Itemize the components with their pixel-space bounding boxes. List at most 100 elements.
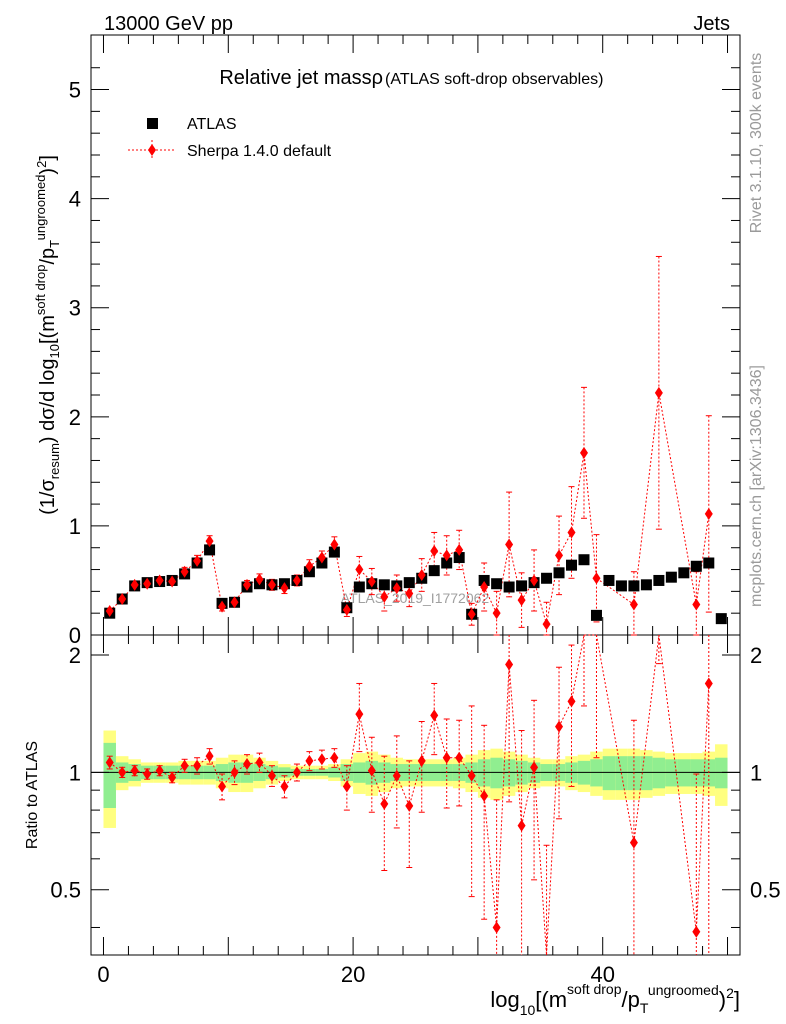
- legend-sherpa-marker: [148, 144, 156, 156]
- sherpa-ratio-point: [692, 925, 701, 938]
- sherpa-ratio-point: [455, 751, 464, 764]
- atlas-data-point: [453, 552, 465, 564]
- sherpa-ratio-point: [305, 754, 314, 767]
- ratio-band-inner: [652, 757, 666, 789]
- ratio-data-series: [105, 634, 713, 956]
- atlas-data-point: [590, 609, 602, 621]
- ratio-y-tick-label-left: 2: [69, 643, 81, 668]
- sherpa-ratio-point: [480, 789, 489, 802]
- sherpa-ratio-point: [467, 769, 476, 782]
- sherpa-ratio-point: [180, 759, 189, 772]
- atlas-data-point: [541, 572, 553, 584]
- main-y-tick-label: 2: [69, 405, 81, 430]
- sherpa-main-point: [267, 578, 276, 591]
- atlas-data-point: [353, 581, 365, 593]
- chart-title: Relative jet massρ: [219, 67, 383, 89]
- site-reference-label: mcplots.cern.ch [arXiv:1306.3436]: [748, 365, 765, 607]
- atlas-data-point: [690, 560, 702, 572]
- ratio-band-inner: [490, 757, 503, 789]
- ratio-band-inner: [690, 759, 703, 787]
- sherpa-ratio-point: [567, 695, 576, 708]
- sherpa-main-point: [592, 572, 601, 585]
- sherpa-ratio-point: [168, 771, 177, 784]
- ratio-uncertainty-bands: [91, 730, 740, 828]
- main-y-tick-label: 3: [69, 296, 81, 321]
- atlas-data-point: [328, 546, 340, 558]
- x-tick-label: 20: [341, 962, 365, 987]
- main-y-tick-label: 5: [69, 78, 81, 103]
- sherpa-ratio-point: [629, 836, 638, 849]
- atlas-data-point: [478, 574, 490, 586]
- sherpa-ratio-point: [243, 758, 252, 771]
- sherpa-ratio-point: [267, 769, 276, 782]
- ratio-y-tick-label-right: 1: [750, 760, 762, 785]
- sherpa-main-point: [380, 590, 389, 603]
- sherpa-main-point: [355, 563, 364, 576]
- atlas-data-point: [204, 544, 216, 556]
- sherpa-ratio-point: [367, 764, 376, 777]
- sherpa-main-point: [342, 603, 351, 616]
- ratio-band-inner: [590, 759, 603, 787]
- analysis-watermark: ATLAS_2019_I1772062: [341, 590, 490, 606]
- sherpa-main-point: [517, 594, 526, 607]
- sherpa-main-point: [417, 569, 426, 581]
- atlas-data-point: [491, 578, 503, 590]
- sherpa-main-point: [442, 549, 451, 562]
- sherpa-ratio-point: [330, 751, 339, 764]
- sherpa-ratio-point: [505, 658, 514, 671]
- sherpa-ratio-point: [292, 766, 301, 779]
- sherpa-ratio-point: [130, 764, 139, 777]
- ratio-band-inner: [103, 742, 116, 809]
- sherpa-main-point: [555, 549, 564, 562]
- sherpa-main-point: [180, 565, 189, 578]
- rivet-version-label: Rivet 3.1.10, 300k events: [748, 53, 765, 234]
- atlas-data-point: [578, 554, 590, 566]
- sherpa-ratio-point: [230, 766, 239, 779]
- sherpa-ratio-point: [218, 780, 227, 793]
- sherpa-ratio-point: [417, 754, 426, 767]
- atlas-data-point: [441, 557, 453, 569]
- main-y-tick-label: 4: [69, 187, 81, 212]
- sherpa-ratio-point: [105, 756, 114, 769]
- sherpa-main-point: [230, 596, 239, 609]
- atlas-data-point: [628, 580, 640, 592]
- sherpa-main-point: [280, 582, 289, 595]
- sherpa-main-point: [243, 578, 252, 591]
- sherpa-main-point: [105, 605, 114, 617]
- atlas-data-point: [428, 565, 440, 577]
- atlas-data-point: [403, 577, 415, 589]
- sherpa-ratio-point: [392, 769, 401, 782]
- ratio-band-inner: [665, 759, 678, 787]
- sherpa-ratio-point: [380, 797, 389, 810]
- sherpa-ratio-point: [704, 677, 713, 690]
- ratio-band-inner: [602, 756, 616, 791]
- ratio-axis-ticks: 0.5 0.51 12 20 20 40: [50, 635, 781, 987]
- atlas-data-point: [566, 559, 578, 571]
- sherpa-main-point: [367, 575, 376, 588]
- atlas-data-point: [715, 613, 727, 625]
- atlas-data-point: [378, 579, 390, 591]
- atlas-data-point: [703, 557, 715, 569]
- sherpa-main-point: [579, 446, 588, 459]
- sherpa-ratio-point: [555, 720, 564, 733]
- sherpa-ratio-point: [280, 780, 289, 793]
- sherpa-main-point: [305, 560, 314, 573]
- sherpa-ratio-point: [405, 799, 414, 812]
- sherpa-main-point: [480, 581, 489, 593]
- sherpa-main-point: [205, 535, 214, 548]
- ratio-y-tick-label-right: 0.5: [750, 878, 781, 903]
- sherpa-main-point: [542, 618, 551, 631]
- ratio-y-tick-label-left: 0.5: [50, 878, 81, 903]
- sherpa-main-point: [467, 608, 476, 621]
- sherpa-main-point: [218, 600, 227, 613]
- sherpa-main-point: [292, 574, 301, 587]
- atlas-data-point: [553, 567, 565, 579]
- main-y-tick-label: 0: [69, 623, 81, 648]
- atlas-data-point: [665, 571, 677, 583]
- atlas-data-point: [615, 580, 627, 592]
- sherpa-main-point: [654, 386, 663, 399]
- x-axis-label: log10[(msoft drop/pTungroomed)2]: [490, 981, 740, 1018]
- sherpa-main-point: [530, 574, 539, 587]
- sherpa-main-point: [455, 543, 464, 556]
